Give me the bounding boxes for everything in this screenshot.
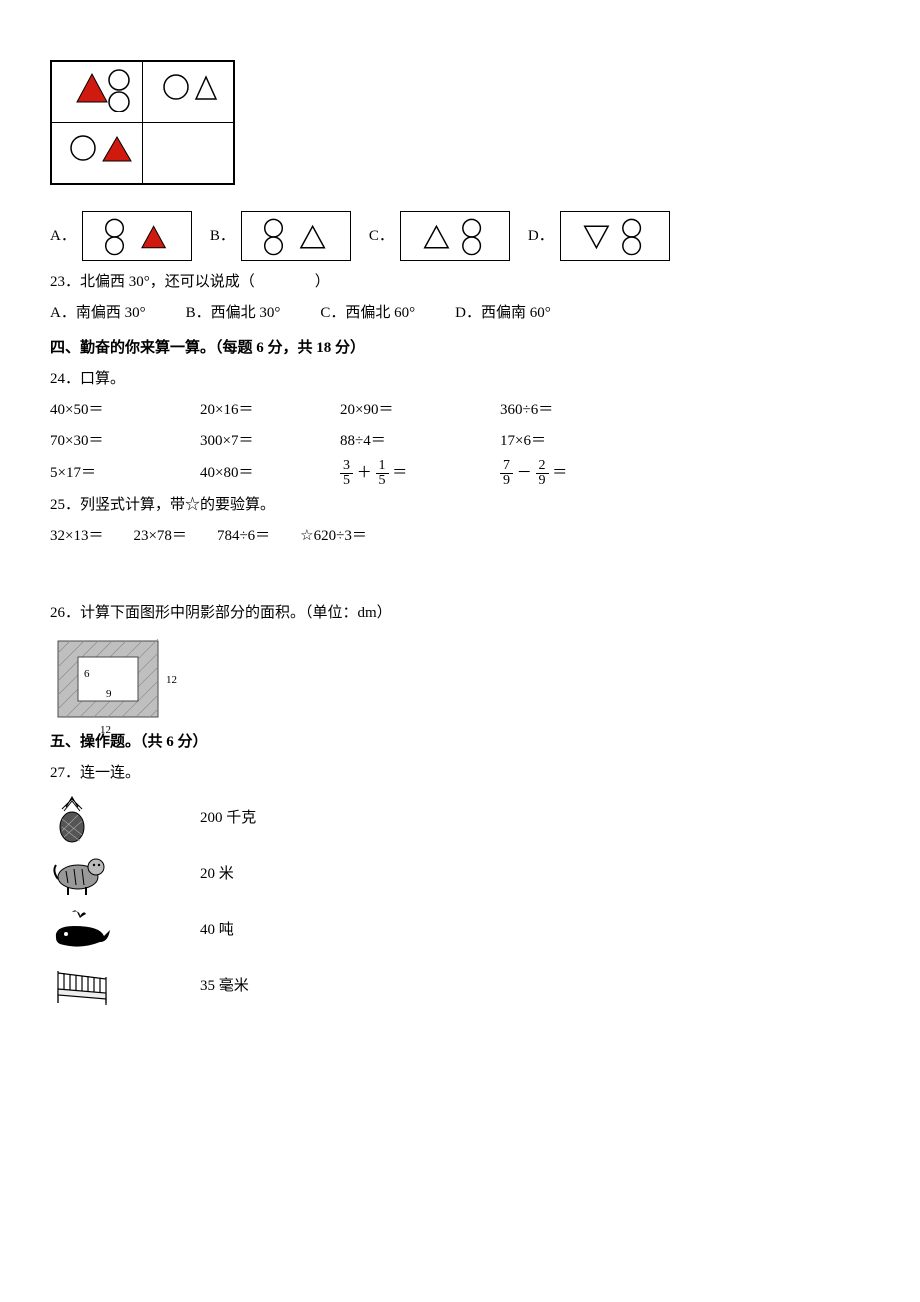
q23-opt-b[interactable]: B．西偏北 30°: [186, 300, 281, 327]
q23-text: 23．北偏西 30°，还可以说成（ ）: [50, 269, 870, 296]
q24-r2c1: 70×30＝: [50, 428, 200, 455]
q23-options: A．南偏西 30° B．西偏北 30° C．西偏北 60° D．西偏南 60°: [50, 300, 870, 327]
q24-r1c1: 40×50＝: [50, 397, 200, 424]
q24-row1: 40×50＝ 20×16＝ 20×90＝ 360÷6＝: [50, 397, 870, 424]
connect-list: 200 千克 20 米: [50, 793, 870, 1011]
q24-r3c1: 5×17＝: [50, 460, 200, 487]
option-a-label: A．: [50, 223, 76, 250]
q24-r3c3: 35 ＋ 15 ＝: [340, 459, 500, 488]
q25-i3: 784÷6＝: [217, 523, 270, 550]
connect-label-3: 40 吨: [200, 917, 234, 944]
connect-label-4: 35 毫米: [200, 973, 249, 1000]
section4-title: 四、勤奋的你来算一算。（每题 6 分，共 18 分）: [50, 335, 870, 362]
option-d-label: D．: [528, 223, 554, 250]
q24-row3: 5×17＝ 40×80＝ 35 ＋ 15 ＝ 79 － 29 ＝: [50, 459, 870, 488]
connect-row-4: 35 毫米: [50, 961, 870, 1011]
option-d[interactable]: D．: [528, 211, 670, 261]
q25-label: 25．列竖式计算，带☆的要验算。: [50, 492, 870, 519]
q23-opt-d[interactable]: D．西偏南 60°: [455, 300, 551, 327]
q23-opt-c[interactable]: C．西偏北 60°: [320, 300, 415, 327]
circle-triangle-icon: [148, 100, 228, 116]
q27-label: 27．连一连。: [50, 760, 870, 787]
connect-row-3: 40 吨: [50, 905, 870, 955]
q24-r1c4: 360÷6＝: [500, 397, 660, 424]
circle-red-triangle-icon: [57, 161, 137, 177]
whale-icon: [50, 905, 130, 955]
q24-r1c2: 20×16＝: [200, 397, 340, 424]
q25-i1: 32×13＝: [50, 523, 103, 550]
connect-label-2: 20 米: [200, 861, 234, 888]
option-c-label: C．: [369, 223, 394, 250]
option-b-card: [241, 211, 351, 261]
q22-options: A． B． C． D．: [50, 211, 870, 261]
option-b-label: B．: [210, 223, 235, 250]
connect-label-1: 200 千克: [200, 805, 256, 832]
bed-icon: [50, 961, 130, 1011]
q24-r3c2: 40×80＝: [200, 460, 340, 487]
q24-row2: 70×30＝ 300×7＝ 88÷4＝ 17×6＝: [50, 428, 870, 455]
inner-h-label: 6: [84, 668, 90, 680]
outer-w-label: 12: [100, 724, 111, 736]
minus-icon: －: [517, 460, 532, 487]
pattern-grid: [50, 60, 235, 185]
q24-r1c3: 20×90＝: [340, 397, 500, 424]
q26-label: 26．计算下面图形中阴影部分的面积。（单位：dm）: [50, 600, 870, 627]
option-a[interactable]: A．: [50, 211, 192, 261]
option-c[interactable]: C．: [369, 211, 510, 261]
tiger-icon: [50, 849, 130, 899]
inner-w-label: 9: [106, 688, 112, 700]
q24-r2c4: 17×6＝: [500, 428, 660, 455]
q25-i2: 23×78＝: [133, 523, 186, 550]
option-b[interactable]: B．: [210, 211, 351, 261]
q24-r3c4: 79 － 29 ＝: [500, 459, 660, 488]
plus-icon: ＋: [357, 460, 372, 487]
red-triangle-icon: [57, 100, 137, 116]
connect-row-1: 200 千克: [50, 793, 870, 843]
q26-figure: 6 9 12 12: [50, 633, 170, 723]
q25-i4: ☆620÷3＝: [300, 523, 367, 550]
pineapple-icon: [50, 793, 130, 843]
option-c-card: [400, 211, 510, 261]
q23-opt-a[interactable]: A．南偏西 30°: [50, 300, 146, 327]
q25-items: 32×13＝ 23×78＝ 784÷6＝ ☆620÷3＝: [50, 523, 870, 550]
option-a-card: [82, 211, 192, 261]
option-d-card: [560, 211, 670, 261]
q24-r2c2: 300×7＝: [200, 428, 340, 455]
connect-row-2: 20 米: [50, 849, 870, 899]
q24-label: 24．口算。: [50, 366, 870, 393]
outer-h-label: 12: [166, 674, 177, 686]
q24-r2c3: 88÷4＝: [340, 428, 500, 455]
